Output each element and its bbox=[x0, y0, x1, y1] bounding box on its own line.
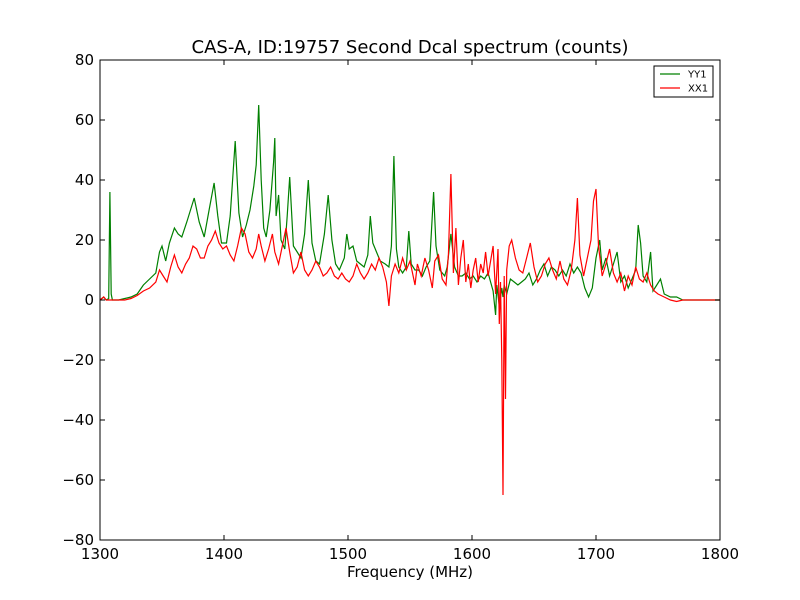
y-tick-label: 0 bbox=[84, 291, 94, 309]
x-tick-label: 1500 bbox=[329, 545, 367, 563]
tick-layer: 1300 1400 1500 1600 1700 1800 −80 −60 −40 −20 0 20 4… bbox=[62, 51, 739, 563]
y-tick-label: −60 bbox=[62, 471, 94, 489]
legend-label-yy1: YY1 bbox=[687, 70, 707, 81]
y-tick-label: −80 bbox=[62, 531, 94, 549]
legend-label-xx1: XX1 bbox=[688, 84, 708, 95]
x-tick-label: 1300 bbox=[81, 545, 119, 563]
y-tick-label: −40 bbox=[62, 411, 94, 429]
plot-area bbox=[100, 60, 720, 540]
y-tick-label: 80 bbox=[75, 51, 94, 69]
x-axis-title: Frequency (MHz) bbox=[347, 563, 473, 581]
series-line-xx1 bbox=[99, 173, 720, 496]
x-tick-label: 1700 bbox=[577, 545, 615, 563]
x-tick-label: 1600 bbox=[453, 545, 491, 563]
x-tick-label: 1400 bbox=[205, 545, 243, 563]
chart-title: CAS-A, ID:19757 Second Dcal spectrum (co… bbox=[192, 37, 629, 58]
y-tick-label: 20 bbox=[75, 231, 94, 249]
x-tick-label: 1800 bbox=[701, 545, 739, 563]
y-tick-label: −20 bbox=[62, 351, 94, 369]
series-line-yy1 bbox=[99, 104, 720, 316]
series-layer bbox=[99, 104, 720, 496]
legend-box bbox=[653, 65, 714, 98]
y-tick-label: 60 bbox=[75, 111, 94, 129]
y-tick-label: 40 bbox=[75, 171, 94, 189]
